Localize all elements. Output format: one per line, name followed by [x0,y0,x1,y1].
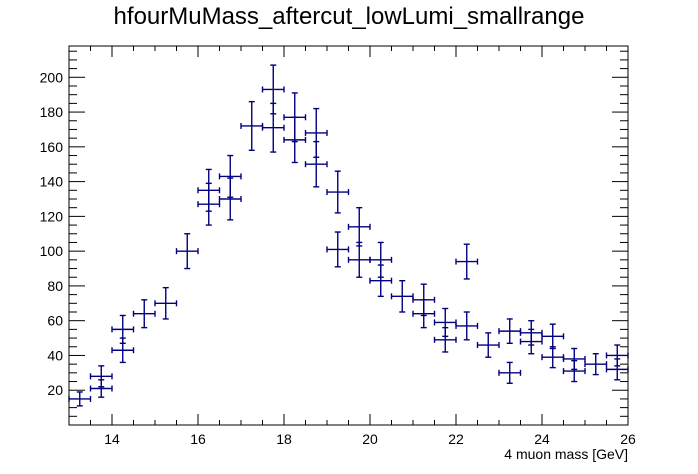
x-tick-label: 26 [620,431,636,447]
y-tick-label: 60 [47,313,63,329]
data-point [433,307,457,338]
data-point [326,231,350,268]
chart-title: hfourMuMass_aftercut_lowLumi_smallrange [114,3,585,30]
y-tick-label: 140 [40,174,64,190]
plot-frame [68,45,629,426]
x-tick-label: 20 [362,431,378,447]
data-point [455,311,479,341]
data-point [175,233,199,270]
x-tick-label: 18 [276,431,292,447]
y-tick-label: 80 [47,278,63,294]
data-point [584,353,608,376]
data-point [369,264,393,298]
data-point [476,332,500,358]
data-point [541,323,565,350]
data-point [111,314,135,344]
y-tick-label: 20 [47,382,63,398]
y-tick-label: 120 [40,208,64,224]
data-points-layer [68,64,629,407]
y-tick-label: 100 [40,243,64,259]
data-point [218,154,242,198]
y-tick-label: 180 [40,104,64,120]
y-tick-label: 160 [40,139,64,155]
x-tick-label: 14 [104,431,120,447]
x-tick-label: 24 [534,431,550,447]
data-point [498,361,522,384]
data-point [68,391,92,407]
data-point [154,286,178,320]
data-point [498,318,522,344]
data-point [562,359,586,383]
x-axis-label: 4 muon mass [GeV] [504,446,628,462]
data-point [455,243,479,280]
x-tick-label: 16 [190,431,206,447]
data-point [132,299,156,329]
data-point [197,168,221,212]
data-point [304,140,328,188]
data-point [412,299,436,329]
data-point [89,365,113,388]
data-point [261,102,285,153]
data-point [326,170,350,214]
data-point [240,100,264,152]
y-tick-label: 40 [47,347,63,363]
data-point [283,116,307,164]
data-point [519,328,543,355]
y-tick-label: 200 [40,69,64,85]
axes-layer: 14 16 18 20 22 24 26 20 40 60 80 100 120 140 160 180 200 [40,46,636,447]
x-tick-label: 22 [448,431,464,447]
data-point [390,280,414,313]
